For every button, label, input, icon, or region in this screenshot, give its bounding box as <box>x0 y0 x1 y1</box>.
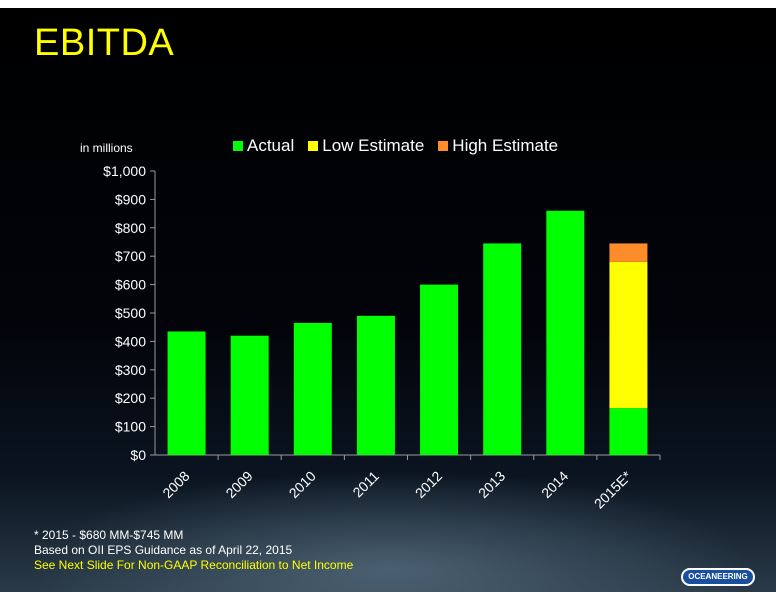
bar-2015e-actual <box>609 408 648 455</box>
y-tick-label: $800 <box>115 220 146 236</box>
x-tick-label: 2009 <box>222 468 255 501</box>
legend-label-actual: Actual <box>247 136 295 155</box>
y-tick-label: $900 <box>115 191 146 207</box>
legend-swatch-low-estimate <box>308 141 319 151</box>
bar-2013-actual <box>483 243 522 455</box>
legend-item-actual: Actual <box>233 136 294 156</box>
legend-item-low-estimate: Low Estimate <box>308 136 424 156</box>
legend-label-high-estimate: High Estimate <box>452 136 559 155</box>
units-label: in millions <box>80 141 133 155</box>
bar-2014-actual <box>546 210 585 455</box>
bar-2008-actual <box>167 331 206 455</box>
y-tick-label: $700 <box>115 248 146 264</box>
bar-2009-actual <box>230 335 269 455</box>
footnote-2015-range: * 2015 - $680 MM-$745 MM <box>34 528 184 542</box>
y-tick-label: $300 <box>115 362 146 378</box>
y-tick-label: $1,000 <box>103 163 146 179</box>
legend-item-high-estimate: High Estimate <box>438 136 558 156</box>
bar-2015e-low-estimate <box>609 261 648 409</box>
x-tick-label: 2010 <box>286 468 319 501</box>
y-tick-label: $100 <box>115 419 146 435</box>
legend-label-low-estimate: Low Estimate <box>322 136 425 155</box>
ebitda-bar-chart: $0 $100 $200 $300 $400 $500 $600 $700 $800 $900 $1… <box>103 163 661 512</box>
legend-swatch-high-estimate <box>438 141 449 151</box>
y-tick-label: $500 <box>115 305 146 321</box>
footer-notes: * 2015 - $680 MM-$745 MM Based on OII EP… <box>34 528 353 573</box>
legend-swatch-actual <box>233 141 243 151</box>
y-tick-label: $400 <box>115 333 146 349</box>
x-tick-label: 2014 <box>538 468 571 501</box>
slide-title: EBITDA <box>34 22 175 64</box>
y-tick-label: $600 <box>115 277 146 293</box>
x-tick-label: 2015E* <box>591 467 635 511</box>
oceaneering-logo: OCEANEERING <box>681 568 755 586</box>
bar-2011-actual <box>356 315 395 455</box>
bar-2012-actual <box>420 284 459 455</box>
y-tick-label: $200 <box>115 390 146 406</box>
x-tick-label: 2011 <box>349 468 382 501</box>
slide: EBITDA in millions Actual Low Estimate H… <box>0 8 776 592</box>
chart-legend: Actual Low Estimate High Estimate <box>233 136 558 156</box>
reconciliation-link[interactable]: See Next Slide For Non-GAAP Reconciliati… <box>34 558 354 572</box>
x-tick-label: 2008 <box>159 468 192 501</box>
footnote-guidance: Based on OII EPS Guidance as of April 22… <box>34 543 293 557</box>
x-tick-label: 2013 <box>475 468 508 501</box>
y-tick-label: $0 <box>130 447 146 463</box>
bar-2010-actual <box>293 322 332 455</box>
x-tick-label: 2012 <box>412 468 445 501</box>
bar-2015e-high-estimate <box>609 243 648 262</box>
